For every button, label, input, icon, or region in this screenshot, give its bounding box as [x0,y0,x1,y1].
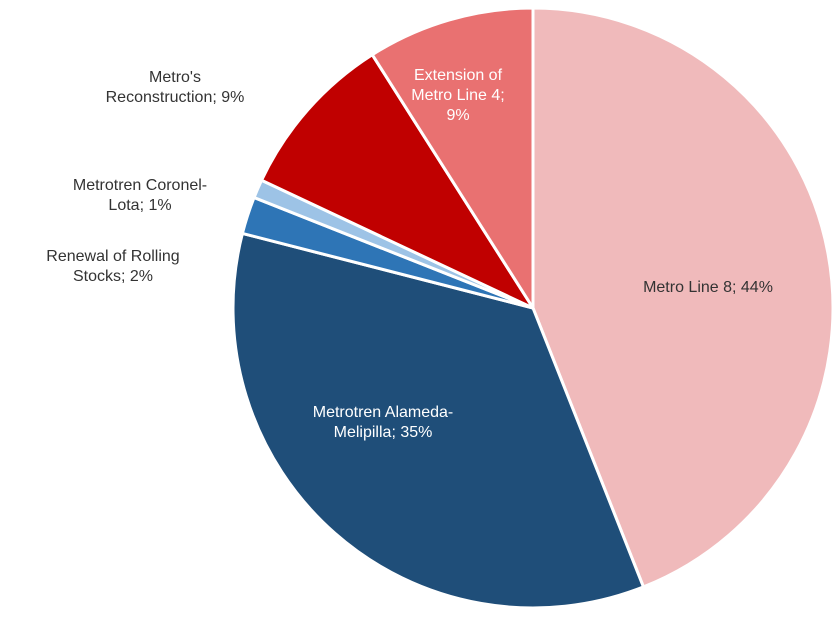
category-name: Renewal of Rolling Stocks [46,248,180,285]
value-label: 1% [148,197,172,214]
slice-label: Renewal of Rolling Stocks; 2% [46,248,180,285]
value-label: 9% [221,89,245,106]
slice-label: Metro Line 8; 44% [643,279,773,296]
slice-label: Metro's Reconstruction; 9% [105,69,245,106]
pie-slice [231,231,645,610]
slice-label: Metrotren Coronel-Lota; 1% [72,177,208,214]
value-label: 9% [446,107,470,124]
value-label: 2% [129,268,154,285]
pie-slice [531,6,835,589]
slice-label: Metrotren Alameda-Melipilla; 35% [312,404,454,441]
slice-label: Extension of Metro Line 4; 9% [411,67,505,124]
value-label: 44% [740,279,773,296]
value-label: 35% [400,424,433,441]
category-name: Metro's Reconstruction [105,69,213,106]
pie-slice [260,53,535,310]
category-name: Metro Line 8 [643,279,733,296]
category-name: Metrotren Coronel-Lota [72,177,208,214]
pie-slice [370,6,535,310]
category-name: Extension of Metro Line 4 [411,67,503,104]
category-name: Metrotren Alameda-Melipilla [312,404,454,441]
